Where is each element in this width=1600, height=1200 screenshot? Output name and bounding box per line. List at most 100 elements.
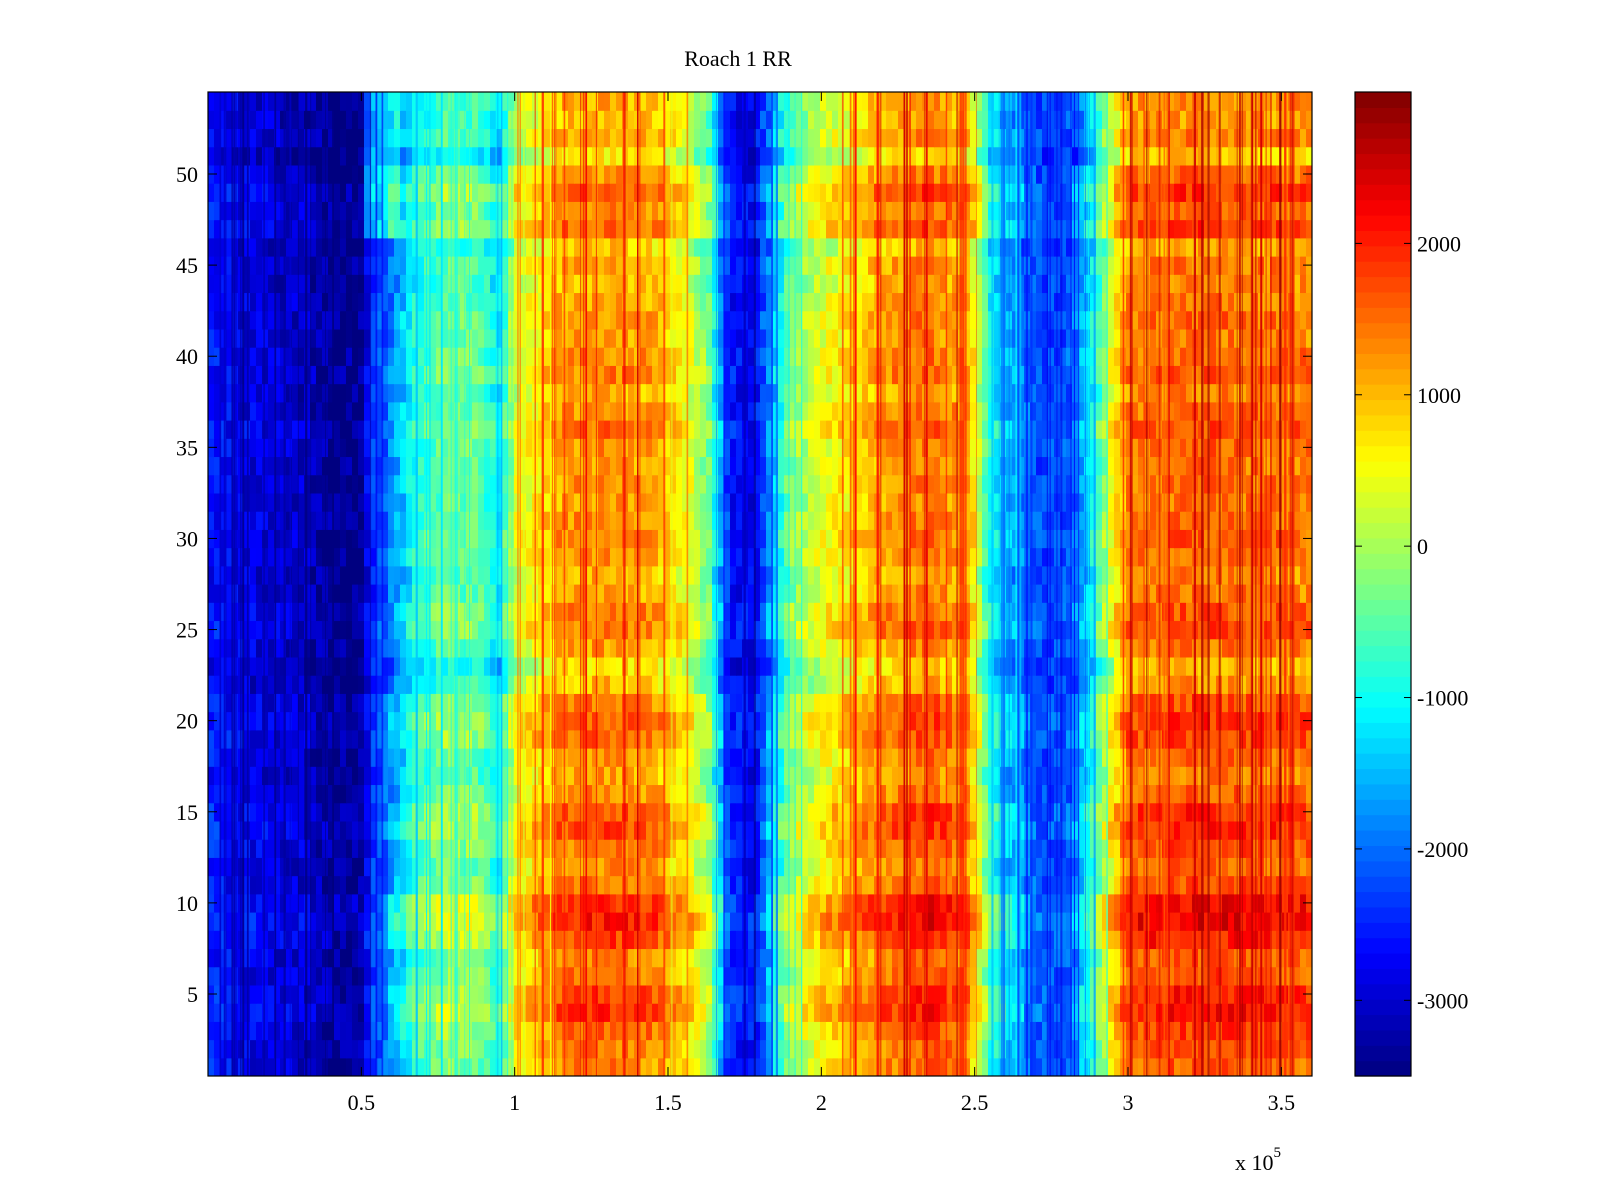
heatmap-cell [526,1057,533,1076]
heatmap-cell [1228,766,1235,786]
heatmap-cell [748,784,755,804]
heatmap-cell [646,766,653,786]
heatmap-cell [946,1057,953,1076]
heatmap-cell [544,820,551,840]
heatmap-cell [232,820,239,840]
heatmap-cell [694,912,701,931]
heatmap-cell [952,820,959,840]
heatmap-cell [1186,620,1193,640]
heatmap-cell [1108,656,1115,676]
heatmap-cell [262,839,269,858]
heatmap-cell [394,948,401,968]
heatmap-cell [820,1021,827,1041]
heatmap-cell [676,1039,683,1059]
heatmap-cell [934,711,941,731]
heatmap-cell [442,930,449,950]
heatmap-cell [664,1039,671,1059]
heatmap-cell [400,1039,407,1059]
heatmap-cell [994,620,1001,640]
heatmap-cell [1168,748,1175,767]
heatmap-cell [226,584,233,603]
heatmap-cell [352,948,359,968]
heatmap-cell [964,802,971,822]
heatmap-cell [1168,602,1175,622]
heatmap-cell [1012,1039,1019,1059]
heatmap-cell [268,875,275,895]
heatmap-cell [940,948,947,968]
heatmap-cell [1138,602,1145,622]
heatmap-cell [220,693,227,713]
heatmap-cell [310,1003,317,1022]
heatmap-cell [310,729,317,749]
heatmap-cell [628,729,635,749]
heatmap-cell [838,584,845,603]
heatmap-cell [778,875,785,895]
heatmap-cell [214,729,221,749]
heatmap-cell [688,820,695,840]
heatmap-cell [1096,1057,1103,1076]
heatmap-cell [388,857,395,877]
heatmap-cell [814,839,821,858]
heatmap-cell [976,766,983,786]
heatmap-cell [910,711,917,731]
heatmap-cell [568,857,575,877]
heatmap-cell [250,930,257,950]
heatmap-cell [544,766,551,786]
heatmap-cell [496,620,503,640]
heatmap-cell [478,638,485,658]
heatmap-cell [562,839,569,858]
heatmap-cell [550,1057,557,1076]
heatmap-cell [790,930,797,950]
heatmap-cell [1306,693,1312,713]
heatmap-cell [940,620,947,640]
heatmap-cell [1096,675,1103,694]
heatmap-cell [754,693,761,713]
heatmap-cell [754,857,761,877]
heatmap-cell [310,602,317,622]
heatmap-cell [952,930,959,950]
heatmap-cell [898,656,905,676]
heatmap-cell [484,584,491,603]
heatmap-cell [1084,1039,1091,1059]
heatmap-cell [208,638,215,658]
heatmap-cell [898,893,905,913]
heatmap-cell [574,875,581,895]
heatmap-cell [268,748,275,767]
heatmap-cell [994,656,1001,676]
heatmap-cell [1096,839,1103,858]
heatmap-cell [1150,1039,1157,1059]
heatmap-cell [232,565,239,585]
heatmap-cell [1018,802,1025,822]
heatmap-cell [892,930,899,950]
heatmap-cell [964,820,971,840]
heatmap-cell [1294,893,1301,913]
heatmap-cell [1228,1039,1235,1059]
heatmap-cell [628,784,635,804]
heatmap-cell [1186,1039,1193,1059]
heatmap-cell [610,602,617,622]
heatmap-cell [826,802,833,822]
heatmap-cell [664,1003,671,1022]
heatmap-cell [1030,693,1037,713]
heatmap-cell [910,602,917,622]
heatmap-cell [1162,1057,1169,1076]
heatmap-cell [718,966,725,986]
heatmap-cell [1042,966,1049,986]
heatmap-cell [562,675,569,694]
heatmap-cell [280,693,287,713]
heatmap-cell [910,930,917,950]
heatmap-cell [1204,638,1211,658]
heatmap-cell [346,602,353,622]
heatmap-cell [994,766,1001,786]
heatmap-cell [802,602,809,622]
heatmap-cell [1210,984,1217,1004]
heatmap-cell [730,948,737,968]
heatmap-cell [646,602,653,622]
heatmap-cell [856,638,863,658]
heatmap-cell [928,948,935,968]
heatmap-cell [640,584,647,603]
heatmap-cell [334,1003,341,1022]
heatmap-cell [778,1039,785,1059]
heatmap-cell [784,602,791,622]
heatmap-cell [868,675,875,694]
